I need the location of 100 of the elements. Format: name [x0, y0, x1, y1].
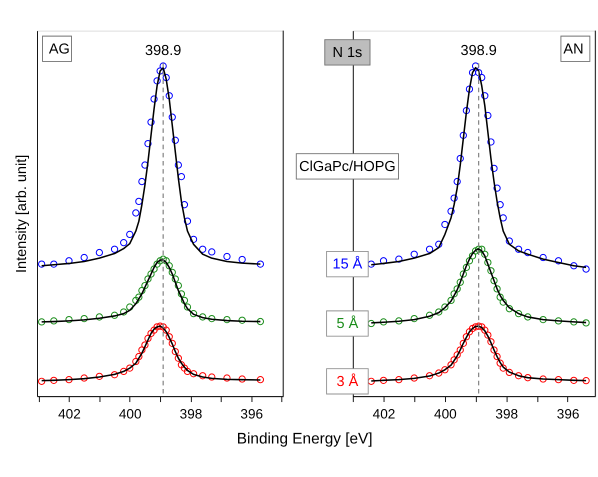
point [166, 262, 173, 270]
point [180, 201, 188, 208]
point [500, 364, 507, 372]
point [208, 248, 216, 256]
x-tick-label: 396 [556, 406, 580, 422]
point [466, 85, 474, 93]
x-tick-label: 400 [118, 406, 142, 422]
point [141, 161, 149, 169]
point [38, 318, 46, 326]
point [426, 372, 434, 380]
point [496, 360, 504, 367]
point [468, 68, 476, 76]
point [447, 208, 455, 215]
series-label: 15 Å [332, 256, 363, 273]
point [141, 341, 149, 349]
point [38, 260, 46, 268]
point [208, 373, 216, 381]
x-tick-label: 398 [495, 406, 518, 422]
point [184, 303, 192, 311]
point [368, 320, 375, 328]
point [514, 310, 522, 318]
point [120, 368, 128, 376]
point [410, 374, 418, 382]
point [96, 313, 104, 321]
point [441, 366, 449, 374]
point [153, 77, 161, 84]
point [132, 296, 140, 304]
point [184, 218, 192, 225]
point [126, 230, 134, 238]
point [481, 92, 488, 100]
point [493, 184, 501, 192]
point [110, 371, 118, 378]
point [256, 318, 264, 326]
point [153, 323, 161, 330]
point [447, 361, 455, 368]
point [570, 376, 578, 384]
point [135, 294, 142, 301]
point [180, 364, 188, 372]
point [380, 257, 388, 264]
point [166, 92, 173, 100]
point [150, 265, 158, 273]
point [80, 314, 88, 322]
point [256, 260, 264, 268]
point [554, 376, 562, 384]
point [199, 372, 206, 380]
point [487, 338, 495, 346]
point [110, 246, 118, 253]
point [172, 136, 179, 144]
point [441, 220, 449, 228]
point [524, 374, 532, 382]
point [395, 256, 402, 263]
ref-line-label: 398.9 [460, 43, 497, 60]
point [208, 314, 216, 322]
point [223, 252, 231, 260]
point [539, 375, 547, 383]
point [481, 326, 488, 334]
point [190, 370, 198, 378]
point [466, 328, 474, 336]
point [395, 317, 402, 325]
point [410, 250, 418, 258]
point [506, 368, 513, 376]
series-label: 3 Å [336, 372, 359, 390]
text: AG [48, 41, 70, 58]
point [500, 214, 507, 222]
point [132, 209, 140, 217]
point [178, 361, 186, 368]
point [147, 270, 155, 278]
point [174, 161, 182, 169]
point [468, 252, 476, 260]
point [138, 178, 146, 186]
x-tick-label: 402 [372, 406, 396, 422]
point [456, 154, 464, 162]
point [481, 250, 488, 258]
point [454, 351, 461, 359]
point [50, 317, 58, 325]
point [120, 308, 128, 316]
point [368, 260, 375, 268]
point [500, 298, 507, 306]
point [380, 376, 388, 384]
point [496, 294, 504, 301]
point [447, 296, 455, 304]
point [570, 318, 578, 326]
point [38, 378, 46, 385]
point [582, 265, 590, 273]
x-tick-label: 400 [434, 406, 458, 422]
x-tick-label: 402 [58, 406, 81, 422]
point [456, 346, 464, 354]
point [172, 348, 179, 356]
point [144, 140, 152, 148]
point [147, 118, 155, 126]
point [524, 248, 532, 256]
point [493, 285, 501, 292]
point [450, 356, 458, 364]
point [162, 326, 170, 334]
series-label: 5 Å [336, 315, 359, 332]
point [468, 324, 476, 332]
point [199, 313, 206, 321]
point [490, 164, 498, 172]
point [460, 340, 467, 347]
point [174, 282, 182, 290]
